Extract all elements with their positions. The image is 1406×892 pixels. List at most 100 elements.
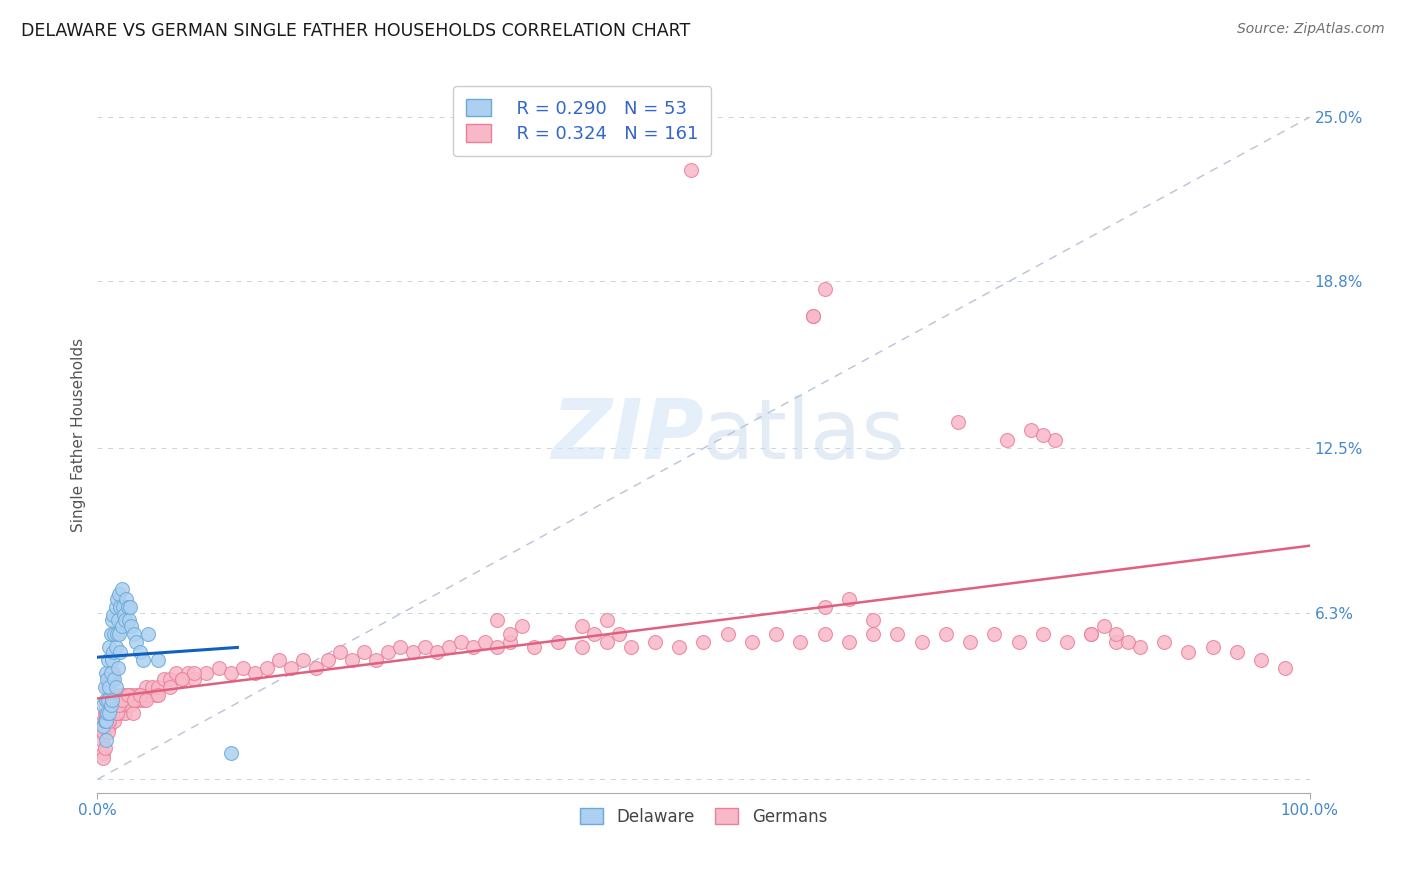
Point [995, 434, 1018, 448]
Point [1080, 626, 1102, 640]
Point [172, 672, 194, 686]
Point [814, 600, 837, 615]
Point [983, 626, 1005, 640]
Point [114, 614, 136, 628]
Text: atlas: atlas [703, 394, 905, 475]
Point [789, 634, 811, 648]
Point [98, 698, 121, 713]
Point [1105, 634, 1128, 648]
Point [103, 672, 125, 686]
Point [1105, 626, 1128, 640]
Point [159, 680, 181, 694]
Point [103, 698, 125, 713]
Point [117, 698, 139, 713]
Point [100, 693, 122, 707]
Point [136, 626, 159, 640]
Point [177, 666, 200, 681]
Point [112, 608, 135, 623]
Point [105, 706, 128, 721]
Point [838, 592, 860, 607]
Point [114, 706, 136, 721]
Point [93, 714, 115, 728]
Point [93, 680, 115, 694]
Point [117, 600, 139, 615]
Point [111, 698, 134, 713]
Point [1032, 428, 1054, 442]
Point [886, 626, 908, 640]
Point [94, 732, 117, 747]
Point [122, 693, 145, 707]
Point [329, 645, 352, 659]
Point [97, 653, 120, 667]
Point [104, 600, 127, 615]
Point [935, 626, 957, 640]
Point [103, 714, 125, 728]
Point [94, 719, 117, 733]
Point [145, 688, 167, 702]
Point [146, 653, 169, 667]
Point [959, 634, 981, 648]
Point [426, 645, 449, 659]
Point [437, 640, 460, 654]
Point [1056, 634, 1078, 648]
Point [93, 724, 115, 739]
Point [183, 672, 205, 686]
Point [232, 661, 254, 675]
Point [103, 626, 125, 640]
Point [183, 666, 205, 681]
Point [165, 666, 187, 681]
Point [195, 666, 218, 681]
Point [108, 688, 131, 702]
Point [100, 666, 122, 681]
Point [1129, 640, 1152, 654]
Point [1043, 434, 1066, 448]
Point [115, 592, 138, 607]
Point [105, 706, 128, 721]
Point [1226, 645, 1249, 659]
Point [108, 587, 131, 601]
Point [110, 619, 132, 633]
Point [101, 706, 124, 721]
Point [96, 714, 118, 728]
Point [125, 634, 148, 648]
Point [269, 653, 291, 667]
Point [668, 640, 690, 654]
Point [93, 714, 115, 728]
Point [1116, 634, 1139, 648]
Point [219, 746, 242, 760]
Point [94, 666, 117, 681]
Point [153, 672, 176, 686]
Point [93, 714, 115, 728]
Point [450, 634, 472, 648]
Point [104, 693, 127, 707]
Point [292, 653, 315, 667]
Point [93, 740, 115, 755]
Point [316, 653, 339, 667]
Point [129, 688, 152, 702]
Point [862, 614, 884, 628]
Point [1177, 645, 1199, 659]
Point [911, 634, 934, 648]
Point [94, 714, 117, 728]
Point [1274, 661, 1296, 675]
Point [107, 698, 129, 713]
Point [135, 680, 157, 694]
Point [104, 680, 127, 694]
Point [463, 640, 485, 654]
Point [814, 626, 837, 640]
Point [498, 634, 520, 648]
Point [93, 751, 115, 765]
Point [122, 693, 145, 707]
Point [1153, 634, 1175, 648]
Point [132, 653, 155, 667]
Point [101, 698, 124, 713]
Point [94, 698, 117, 713]
Point [946, 415, 969, 429]
Point [692, 634, 714, 648]
Point [136, 688, 159, 702]
Point [595, 634, 617, 648]
Point [96, 706, 118, 721]
Point [474, 634, 496, 648]
Point [366, 653, 388, 667]
Point [801, 309, 824, 323]
